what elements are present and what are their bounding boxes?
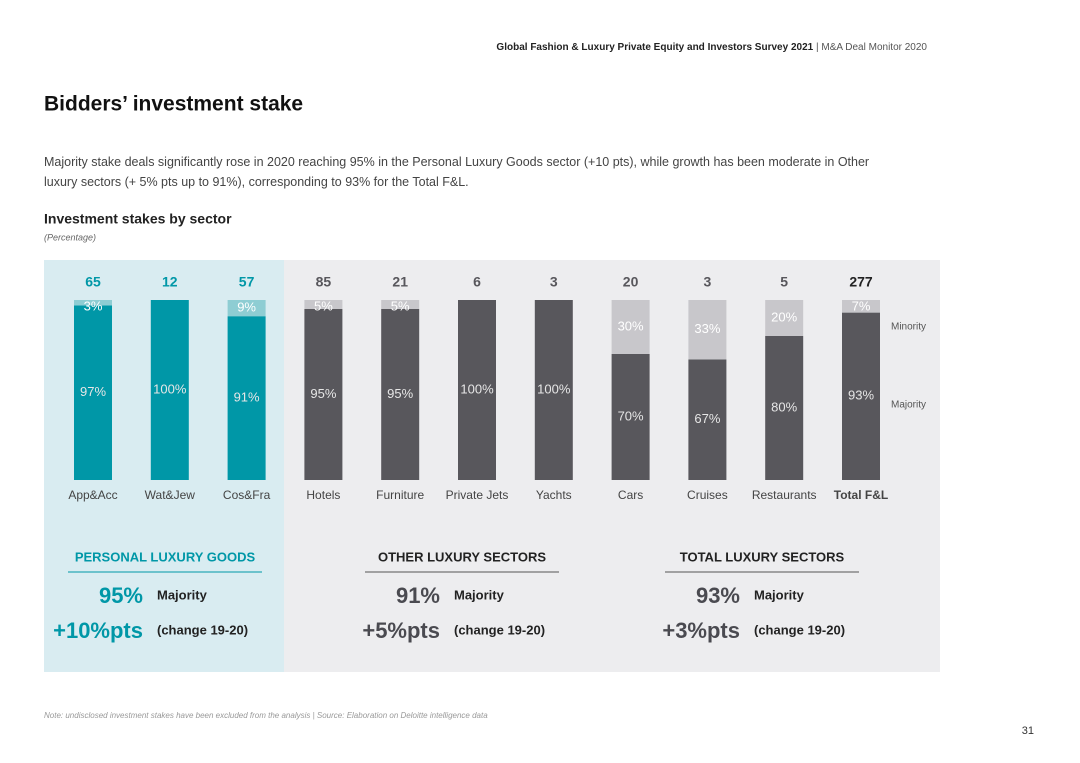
report-name: Global Fashion & Luxury Private Equity a… xyxy=(496,42,813,53)
summary-title: TOTAL LUXURY SECTORS xyxy=(680,549,845,564)
x-tick-label: Furniture xyxy=(376,488,424,502)
page-number: 31 xyxy=(1022,725,1034,737)
majority-label: 100% xyxy=(537,381,571,396)
minority-label: 5% xyxy=(391,298,410,313)
majority-label: 70% xyxy=(618,408,644,423)
bar-majority xyxy=(765,336,804,480)
count-label: 6 xyxy=(473,274,481,290)
majority-label: 100% xyxy=(460,381,494,396)
count-label: 5 xyxy=(780,274,788,290)
bar-minority xyxy=(842,300,880,313)
bar-minority xyxy=(304,300,343,309)
report-subtitle: M&A Deal Monitor 2020 xyxy=(821,42,927,53)
bar-minority xyxy=(381,300,420,309)
summary-share-label: Majority xyxy=(454,587,505,602)
minority-label: 9% xyxy=(237,300,256,315)
majority-label: 80% xyxy=(771,399,797,414)
x-tick-label: Wat&Jew xyxy=(145,488,196,502)
x-tick-label: Restaurants xyxy=(752,488,817,502)
x-tick-label: Total F&L xyxy=(834,488,888,502)
count-label: 20 xyxy=(623,274,639,290)
chart-subtitle: (Percentage) xyxy=(44,232,96,242)
summary-change-label: (change 19-20) xyxy=(157,622,248,637)
count-label: 85 xyxy=(316,274,332,290)
majority-label: 91% xyxy=(234,390,260,405)
summary-change: +5%pts xyxy=(362,618,440,643)
bar-majority xyxy=(688,359,727,480)
bar-minority xyxy=(611,300,650,354)
count-label: 277 xyxy=(849,274,873,290)
bar-majority xyxy=(74,305,112,480)
majority-label: 93% xyxy=(848,388,874,403)
bar-minority xyxy=(74,300,112,306)
minority-label: 33% xyxy=(694,321,720,336)
bar-minority xyxy=(227,300,266,317)
minority-label: 3% xyxy=(84,298,103,313)
x-tick-label: Private Jets xyxy=(446,488,509,502)
summary-change: +10%pts xyxy=(53,618,143,643)
legend-majority: Majority xyxy=(891,400,926,411)
x-tick-label: Yachts xyxy=(536,488,572,502)
majority-label: 97% xyxy=(80,384,106,399)
count-label: 21 xyxy=(392,274,408,290)
majority-label: 95% xyxy=(387,386,413,401)
bar-majority xyxy=(611,354,650,480)
summary-change-label: (change 19-20) xyxy=(454,622,545,637)
bar-majority xyxy=(381,309,420,480)
minority-label: 30% xyxy=(618,318,644,333)
x-tick-label: App&Acc xyxy=(68,488,117,502)
bar-majority xyxy=(304,309,343,480)
summary-title: PERSONAL LUXURY GOODS xyxy=(75,549,256,564)
legend-minority: Minority xyxy=(891,322,926,333)
chart-title: Investment stakes by sector xyxy=(44,211,232,227)
bar-majority xyxy=(534,300,573,480)
x-tick-label: Hotels xyxy=(306,488,340,502)
count-label: 57 xyxy=(239,274,255,290)
bar-minority xyxy=(688,300,727,360)
summary-change: +3%pts xyxy=(662,618,740,643)
x-tick-label: Cruises xyxy=(687,488,728,502)
summary-change-label: (change 19-20) xyxy=(754,622,845,637)
summary-title: OTHER LUXURY SECTORS xyxy=(378,549,546,564)
separator: | xyxy=(816,42,819,53)
summary-share: 93% xyxy=(696,583,740,608)
bar-majority xyxy=(458,300,496,480)
count-label: 12 xyxy=(162,274,178,290)
count-label: 65 xyxy=(85,274,101,290)
header: Global Fashion & Luxury Private Equity a… xyxy=(496,42,927,53)
bar-minority xyxy=(765,300,804,336)
majority-label: 95% xyxy=(310,386,336,401)
bar-majority xyxy=(150,300,189,480)
count-label: 3 xyxy=(550,274,558,290)
x-tick-label: Cars xyxy=(618,488,643,502)
page-title: Bidders’ investment stake xyxy=(44,93,303,116)
intro: Majority stake deals significantly rose … xyxy=(44,155,870,189)
summary-share: 91% xyxy=(396,583,440,608)
bar-majority xyxy=(842,312,880,480)
summary-share-label: Majority xyxy=(754,587,805,602)
majority-label: 100% xyxy=(153,381,187,396)
x-tick-label: Cos&Fra xyxy=(223,488,271,502)
minority-label: 20% xyxy=(771,309,797,324)
note: Note: undisclosed investment stakes have… xyxy=(44,711,488,720)
majority-label: 67% xyxy=(694,411,720,426)
summary-share-label: Majority xyxy=(157,587,208,602)
summary-share: 95% xyxy=(99,583,143,608)
minority-label: 5% xyxy=(314,298,333,313)
count-label: 3 xyxy=(704,274,712,290)
bar-majority xyxy=(227,316,266,480)
minority-label: 7% xyxy=(852,298,871,313)
